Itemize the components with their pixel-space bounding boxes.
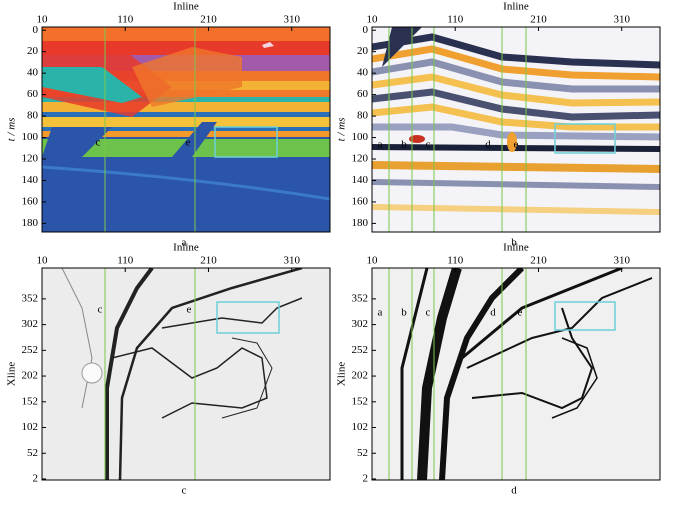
attribute-slice-image xyxy=(372,268,660,480)
y-tick-label: 152 xyxy=(22,395,39,407)
seismic-amplitude-image xyxy=(372,27,660,232)
panel-caption: b xyxy=(511,237,517,249)
y-axis-label: Xline xyxy=(336,362,348,387)
y-tick-label: 180 xyxy=(352,217,369,229)
y-tick-label: 160 xyxy=(352,195,369,207)
y-tick-label: 52 xyxy=(357,447,368,459)
y-tick-label: 140 xyxy=(22,174,39,186)
x-tick-label: 310 xyxy=(613,255,630,267)
y-tick-label: 2 xyxy=(363,473,369,485)
annotation: e xyxy=(187,304,192,316)
y-tick-label: 40 xyxy=(27,67,39,79)
y-tick-label: 102 xyxy=(352,421,369,433)
annotation: c xyxy=(426,139,431,151)
y-tick-label: 0 xyxy=(363,24,369,36)
y-tick-label: 252 xyxy=(352,344,369,356)
y-axis-label: t / ms xyxy=(6,118,18,142)
y-tick-label: 302 xyxy=(22,318,39,330)
seismic-facies-image xyxy=(42,27,330,232)
plot-frame xyxy=(371,26,661,233)
x-tick-label: 210 xyxy=(200,255,217,267)
y-tick-label: 302 xyxy=(352,318,369,330)
y-tick-label: 60 xyxy=(27,88,39,100)
y-tick-label: 40 xyxy=(357,67,369,79)
annotation: c xyxy=(426,307,431,319)
x-tick-label: 310 xyxy=(283,14,300,26)
x-axis-label: Inline xyxy=(173,242,199,254)
annotation: e xyxy=(186,137,191,149)
x-tick-label: 310 xyxy=(283,255,300,267)
annotation: a xyxy=(378,307,383,319)
y-tick-label: 100 xyxy=(352,131,369,143)
x-tick-label: 10 xyxy=(37,14,49,26)
y-tick-label: 0 xyxy=(33,24,39,36)
panel-caption: d xyxy=(511,485,517,497)
y-tick-label: 20 xyxy=(27,45,39,57)
y-tick-label: 252 xyxy=(22,344,39,356)
annotation: d xyxy=(490,307,496,319)
panel-caption: a xyxy=(182,237,187,249)
y-tick-label: 20 xyxy=(357,45,369,57)
plot-frame xyxy=(41,267,331,481)
y-tick-label: 102 xyxy=(22,421,39,433)
x-axis-label: Inline xyxy=(503,242,529,254)
y-tick-label: 80 xyxy=(357,110,369,122)
y-tick-label: 152 xyxy=(352,395,369,407)
x-axis-label: Inline xyxy=(503,1,529,13)
y-tick-label: 352 xyxy=(22,292,39,304)
y-tick-label: 120 xyxy=(352,153,369,165)
y-tick-label: 160 xyxy=(22,195,39,207)
y-tick-label: 100 xyxy=(22,131,39,143)
annotation: a xyxy=(378,139,383,151)
y-tick-label: 352 xyxy=(352,292,369,304)
annotation: c xyxy=(98,304,103,316)
y-tick-label: 202 xyxy=(352,370,369,382)
x-tick-label: 110 xyxy=(117,14,134,26)
plot-frame xyxy=(371,267,661,481)
y-axis-label: t / ms xyxy=(336,118,348,142)
x-tick-label: 10 xyxy=(367,14,379,26)
panel-caption: c xyxy=(182,485,187,497)
x-tick-label: 10 xyxy=(367,255,379,267)
annotation: b xyxy=(401,139,407,151)
x-tick-label: 110 xyxy=(447,255,464,267)
attribute-slice-image xyxy=(42,268,330,480)
x-tick-label: 110 xyxy=(447,14,464,26)
y-tick-label: 2 xyxy=(33,473,39,485)
y-tick-label: 80 xyxy=(27,110,39,122)
annotation: e xyxy=(514,139,519,151)
annotation: d xyxy=(485,139,491,151)
x-tick-label: 310 xyxy=(613,14,630,26)
y-tick-label: 52 xyxy=(27,447,38,459)
y-tick-label: 202 xyxy=(22,370,39,382)
x-tick-label: 210 xyxy=(200,14,217,26)
plot-frame xyxy=(41,26,331,233)
annotation: e xyxy=(518,307,523,319)
y-tick-label: 180 xyxy=(22,217,39,229)
y-tick-label: 140 xyxy=(352,174,369,186)
x-tick-label: 210 xyxy=(530,255,547,267)
x-axis-label: Inline xyxy=(173,1,199,13)
x-tick-label: 110 xyxy=(117,255,134,267)
y-axis-label: Xline xyxy=(6,362,18,387)
y-tick-label: 120 xyxy=(22,153,39,165)
x-tick-label: 10 xyxy=(37,255,49,267)
annotation: b xyxy=(401,307,407,319)
annotation: c xyxy=(96,137,101,149)
y-tick-label: 60 xyxy=(357,88,369,100)
x-tick-label: 210 xyxy=(530,14,547,26)
